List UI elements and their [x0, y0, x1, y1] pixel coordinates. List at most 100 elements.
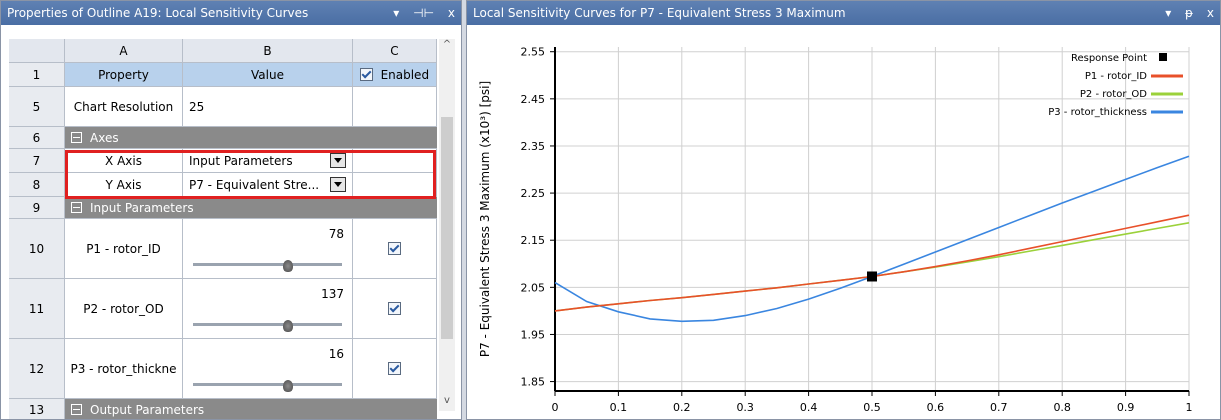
close-icon[interactable]: x — [1206, 6, 1214, 20]
enabled-checkbox[interactable] — [359, 68, 373, 81]
property-header: Property — [98, 67, 149, 82]
parameter-label: P2 - rotor_OD — [83, 301, 164, 316]
slider-value[interactable]: 16 — [328, 347, 344, 361]
vertical-scrollbar[interactable]: ^ v — [439, 39, 455, 411]
row-number: 9 — [32, 200, 41, 215]
column-header-c[interactable]: C — [353, 39, 437, 63]
chart-titlebar: Local Sensitivity Curves for P7 - Equiva… — [467, 1, 1220, 25]
x-axis-label: X Axis — [105, 153, 142, 168]
scroll-thumb[interactable] — [441, 117, 453, 339]
row-number: 12 — [28, 361, 45, 376]
sensitivity-chart[interactable]: 0 0.1 0.2 0.3 0.4 0.5 0.6 0.7 0.8 0.9 1 1.85 1.95 2.0… — [467, 25, 1220, 419]
legend-series-label: P2 - rotor_OD — [1080, 89, 1147, 100]
p2-enabled-checkbox[interactable] — [388, 302, 401, 315]
properties-titlebar: Properties of Outline A19: Local Sensiti… — [1, 1, 461, 25]
p3-slider-cell: 16 — [183, 339, 353, 399]
row-number: 8 — [32, 177, 41, 192]
p1-slider-cell: 78 — [183, 219, 353, 279]
dropdown-icon[interactable]: ▾ — [393, 6, 400, 20]
y-tick-label: 1.85 — [521, 376, 546, 389]
x-tick-label: 0.9 — [1117, 401, 1135, 414]
chart-resolution-label: Chart Resolution — [73, 99, 174, 114]
collapse-icon[interactable] — [71, 202, 82, 213]
column-header-b[interactable]: B — [183, 39, 353, 63]
slider-thumb[interactable] — [282, 260, 293, 272]
slider-track[interactable] — [193, 263, 342, 266]
slider-value[interactable]: 78 — [328, 227, 344, 241]
p3-enabled-checkbox[interactable] — [388, 362, 401, 375]
x-tick-label: 0.6 — [927, 401, 945, 414]
row-number: 5 — [32, 99, 41, 114]
chart-panel: Local Sensitivity Curves for P7 - Equiva… — [466, 0, 1221, 420]
group-label: Output Parameters — [90, 402, 205, 417]
row-number: 10 — [28, 241, 45, 256]
x-tick-label: 0 — [552, 401, 559, 414]
highlight-box — [65, 150, 436, 199]
chevron-down-icon[interactable] — [330, 177, 346, 192]
y-tick-label: 2.45 — [521, 93, 546, 106]
group-row-output-parameters[interactable]: 13 Output Parameters — [9, 399, 437, 419]
scroll-down-icon[interactable]: v — [444, 395, 450, 406]
chevron-down-icon[interactable] — [330, 153, 346, 168]
legend-series-label: P3 - rotor_thickness — [1048, 107, 1147, 118]
collapse-icon[interactable] — [71, 404, 82, 415]
x-tick-label: 0.7 — [990, 401, 1008, 414]
legend-response-point-marker — [1159, 53, 1167, 61]
pin-icon[interactable]: ᵽ — [1185, 6, 1194, 20]
x-tick-label: 0.1 — [610, 401, 628, 414]
column-header-row: A B C — [9, 39, 437, 63]
group-label: Input Parameters — [90, 200, 194, 215]
y-tick-label: 2.35 — [521, 140, 546, 153]
scroll-up-icon[interactable]: ^ — [442, 39, 452, 50]
y-axis-value: P7 - Equivalent Stre... — [189, 177, 320, 192]
p2-slider-cell: 137 — [183, 279, 353, 339]
collapse-icon[interactable] — [71, 132, 82, 143]
properties-title: Properties of Outline A19: Local Sensiti… — [7, 6, 309, 20]
legend-series-label: P1 - rotor_ID — [1085, 71, 1147, 82]
slider-track[interactable] — [193, 323, 342, 326]
p1-enabled-checkbox[interactable] — [388, 242, 401, 255]
slider-thumb[interactable] — [282, 380, 293, 392]
slider-value[interactable]: 137 — [321, 287, 344, 301]
response-point-marker[interactable] — [867, 271, 877, 282]
y-tick-label: 1.95 — [521, 328, 546, 341]
table-row: 10 P1 - rotor_ID 78 — [9, 219, 437, 279]
group-row-input-parameters[interactable]: 9 Input Parameters — [9, 197, 437, 219]
chart-panel-title: Local Sensitivity Curves for P7 - Equiva… — [473, 6, 846, 20]
x-axis-select[interactable]: Input Parameters — [189, 152, 346, 169]
x-tick-label: 0.4 — [800, 401, 818, 414]
x-tick-label: 0.5 — [863, 401, 881, 414]
chart-resolution-field[interactable]: 25 — [189, 99, 205, 114]
x-axis-value: Input Parameters — [189, 153, 293, 168]
dropdown-icon[interactable]: ▾ — [1165, 6, 1172, 20]
close-icon[interactable]: x — [447, 6, 455, 20]
y-tick-label: 2.05 — [521, 281, 546, 294]
pin-icon[interactable]: ⊣⊢ — [413, 6, 435, 20]
y-axis-select[interactable]: P7 - Equivalent Stre... — [189, 176, 346, 193]
row-number: 1 — [32, 67, 41, 82]
table-row: 1 Property Value Enabled — [9, 63, 437, 87]
x-tick-label: 0.8 — [1053, 401, 1071, 414]
row-number: 11 — [28, 301, 45, 316]
y-tick-label: 2.55 — [521, 46, 546, 59]
table-row: 7 X Axis Input Parameters — [9, 149, 437, 173]
slider-track[interactable] — [193, 383, 342, 386]
corner-header — [9, 39, 65, 63]
slider-thumb[interactable] — [282, 320, 293, 332]
x-tick-label: 0.2 — [673, 401, 691, 414]
x-tick-label: 0.3 — [736, 401, 754, 414]
table-row: 11 P2 - rotor_OD 137 — [9, 279, 437, 339]
row-number: 6 — [32, 130, 41, 145]
group-row-axes[interactable]: 6 Axes — [9, 127, 437, 149]
value-header: Value — [251, 67, 284, 82]
group-label: Axes — [90, 130, 119, 145]
parameter-label: P1 - rotor_ID — [86, 241, 161, 256]
properties-panel: Properties of Outline A19: Local Sensiti… — [0, 0, 462, 420]
y-tick-label: 2.15 — [521, 234, 546, 247]
row-number: 13 — [28, 402, 45, 417]
legend-response-point-label: Response Point — [1071, 53, 1147, 64]
y-axis-label: P7 - Equivalent Stress 3 Maximum (x10³) … — [478, 81, 492, 357]
x-tick-label: 1 — [1186, 401, 1193, 414]
column-header-a[interactable]: A — [65, 39, 183, 63]
table-row: 12 P3 - rotor_thickne 16 — [9, 339, 437, 399]
